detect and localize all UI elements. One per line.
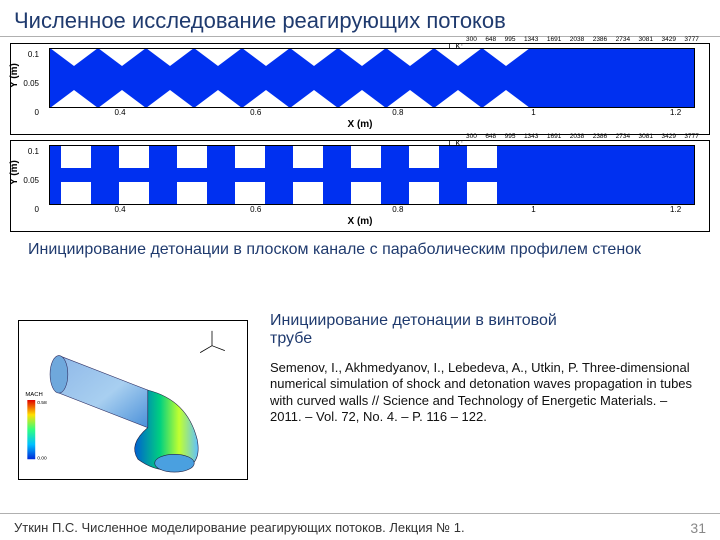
colorbar-tick: 2038 xyxy=(570,133,584,140)
x-ticks: 0.4 0.6 0.8 1 1.2 xyxy=(49,205,695,215)
chart-1-area xyxy=(49,48,695,108)
x-axis-label: X (m) xyxy=(17,119,703,130)
x-tick: 0.8 xyxy=(392,108,403,117)
chart-2: T, K: 3006489951343169120382386273430813… xyxy=(10,140,710,232)
chart-1: T, K: 3006489951343169120382386273430813… xyxy=(10,43,710,135)
caption-2: Инициирование детонации в винтовой трубе xyxy=(270,312,600,348)
svg-text:0.00: 0.00 xyxy=(37,455,47,461)
x-tick: 1 xyxy=(531,205,535,214)
colorbar-tick: 3429 xyxy=(661,36,675,43)
y-tick: 0 xyxy=(35,108,39,117)
footer-text: Уткин П.С. Численное моделирование реаги… xyxy=(14,520,465,536)
colorbar-tick: 2386 xyxy=(593,133,607,140)
tube-3d-svg: MACH 0.58 0.00 xyxy=(19,321,247,479)
x-tick: 0.6 xyxy=(250,108,261,117)
tube-legend: MACH 0.58 0.00 xyxy=(25,392,47,461)
colorbar-tick: 3777 xyxy=(684,133,698,140)
y-ticks: 0.10.050 xyxy=(19,147,41,207)
y-ticks: 0.10.050 xyxy=(19,50,41,110)
y-tick: 0 xyxy=(35,205,39,214)
colorbar-ticks: 300 648 995 1343 1691 2038 2386 2734 3081 3429 377… xyxy=(466,133,699,140)
y-tick: 0.05 xyxy=(23,79,39,88)
x-tick: 0.8 xyxy=(392,205,403,214)
colorbar-ticks: 300 648 995 1343 1691 2038 2386 2734 3081 3429 377… xyxy=(466,36,699,43)
colorbar-tick: 648 xyxy=(485,36,496,43)
chart-2-area xyxy=(49,145,695,205)
colorbar-tick: 3429 xyxy=(661,133,675,140)
colorbar-tick: 648 xyxy=(485,133,496,140)
slide-title: Численное исследование реагирующих поток… xyxy=(0,0,720,37)
chart-1-triangles xyxy=(50,49,694,107)
caption-1: Инициирование детонации в плоском канале… xyxy=(0,237,720,259)
x-tick: 0.4 xyxy=(114,205,125,214)
colorbar-tick: 2038 xyxy=(570,36,584,43)
colorbar-tick: 2734 xyxy=(616,36,630,43)
y-tick: 0.1 xyxy=(28,50,39,59)
colorbar-tick: 1343 xyxy=(524,133,538,140)
colorbar-tick: 3081 xyxy=(639,36,653,43)
tube-3d-figure: MACH 0.58 0.00 xyxy=(18,320,248,480)
colorbar-tick: 2734 xyxy=(616,133,630,140)
colorbar-tick: 1691 xyxy=(547,133,561,140)
colorbar-tick: 300 xyxy=(466,133,477,140)
x-tick: 0.4 xyxy=(114,108,125,117)
charts-region: T, K: 3006489951343169120382386273430813… xyxy=(0,37,720,232)
x-ticks: 0.4 0.6 0.8 1 1.2 xyxy=(49,108,695,118)
colorbar-tick: 995 xyxy=(505,133,516,140)
x-tick: 1 xyxy=(531,108,535,117)
footer: Уткин П.С. Численное моделирование реаги… xyxy=(0,513,720,536)
y-tick: 0.1 xyxy=(28,147,39,156)
colorbar-tick: 3777 xyxy=(684,36,698,43)
x-tick: 1.2 xyxy=(670,108,681,117)
svg-text:0.58: 0.58 xyxy=(37,400,47,406)
x-axis-label: X (m) xyxy=(17,216,703,227)
chart-2-notches xyxy=(50,146,694,204)
colorbar-tick: 300 xyxy=(466,36,477,43)
page-number: 31 xyxy=(690,520,706,536)
citation: Semenov, I., Akhmedyanov, I., Lebedeva, … xyxy=(270,360,700,425)
x-tick: 0.6 xyxy=(250,205,261,214)
svg-text:MACH: MACH xyxy=(25,392,42,398)
colorbar-tick: 1343 xyxy=(524,36,538,43)
colorbar-tick: 1691 xyxy=(547,36,561,43)
tube-straight xyxy=(50,356,148,428)
axis-triad-icon xyxy=(200,331,225,353)
x-tick: 1.2 xyxy=(670,205,681,214)
colorbar-tick: 995 xyxy=(505,36,516,43)
colorbar-tick: 2386 xyxy=(593,36,607,43)
y-tick: 0.05 xyxy=(23,176,39,185)
colorbar-tick: 3081 xyxy=(639,133,653,140)
